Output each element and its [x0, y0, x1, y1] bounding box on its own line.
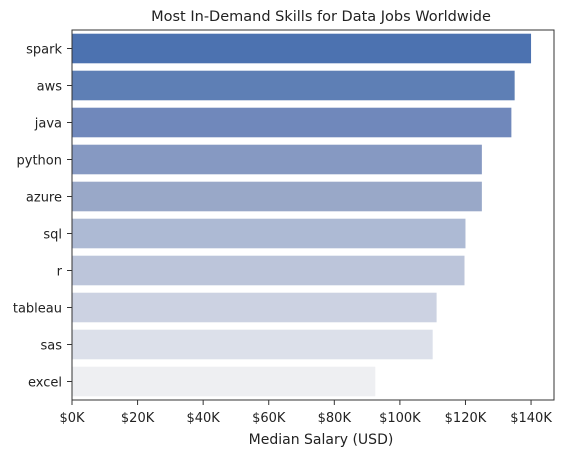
x-tick-label-6: $120K [445, 411, 487, 426]
y-tick-label-python: python [17, 154, 62, 169]
plot-frame [71, 29, 555, 401]
y-tick-label-java: java [34, 117, 62, 132]
y-tick-label-azure: azure [26, 191, 62, 206]
y-tick-label-sql: sql [43, 228, 62, 243]
y-tick-label-r: r [57, 265, 63, 280]
x-axis: $0K $20K $40K $60K $80K $100K $120K $140K [59, 400, 552, 426]
bar-sas [72, 329, 433, 360]
bar-tableau [72, 292, 437, 323]
x-tick-label-0: $0K [59, 411, 85, 426]
bar-java [72, 107, 512, 138]
y-tick-label-tableau: tableau [13, 302, 62, 317]
y-tick-label-aws: aws [37, 80, 63, 95]
x-tick-label-1: $20K [121, 411, 155, 426]
x-tick-label-3: $60K [252, 411, 286, 426]
x-axis-label: Median Salary (USD) [249, 432, 394, 448]
bar-excel [72, 366, 376, 397]
x-tick-label-2: $40K [186, 411, 220, 426]
chart-title: Most In-Demand Skills for Data Jobs Worl… [151, 9, 491, 25]
bars-layer [72, 33, 532, 397]
y-tick-label-excel: excel [28, 376, 62, 391]
x-tick-label-7: $140K [510, 411, 552, 426]
x-tick-label-4: $80K [318, 411, 352, 426]
bar-spark [72, 33, 532, 64]
bar-r [72, 255, 465, 286]
x-tick-label-5: $100K [379, 411, 421, 426]
bar-azure [72, 181, 482, 212]
y-tick-label-sas: sas [40, 339, 62, 354]
y-tick-label-spark: spark [26, 43, 62, 58]
y-axis: spark aws java python azure sql r tableau sas exc… [13, 43, 72, 391]
bar-python [72, 144, 482, 175]
bar-sql [72, 218, 466, 249]
bar-aws [72, 70, 515, 101]
